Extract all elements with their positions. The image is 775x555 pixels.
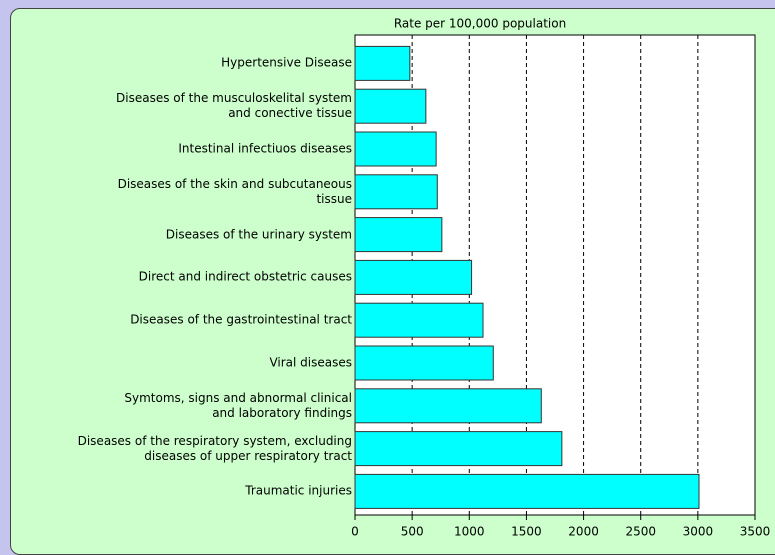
plot: Rate per 100,000 population 0 500 1000 1500… (351, 17, 771, 539)
bar (354, 473, 700, 509)
bar (354, 88, 427, 124)
y-tick-label: Diseases of the gastrointestinal tract (130, 312, 352, 327)
chart-title: Rate per 100,000 population (394, 17, 566, 31)
x-tick-label: 1000 (454, 525, 485, 539)
x-tick-label: 0 (351, 525, 359, 539)
bar (354, 388, 542, 424)
chart: Rate per 100,000 population 0 500 1000 1500… (10, 8, 775, 555)
x-tick-label: 500 (401, 525, 424, 539)
x-tick-label: 2000 (568, 525, 599, 539)
y-tick-label: Hypertensive Disease (221, 55, 352, 70)
x-tick-label: 3500 (740, 525, 771, 539)
x-tick-label: 2500 (625, 525, 656, 539)
y-tick-label: Diseases of the musculoskelital system a… (116, 91, 352, 121)
x-tick-label: 3000 (683, 525, 714, 539)
bar (354, 431, 563, 467)
y-tick-label: Direct and indirect obstetric causes (138, 269, 352, 284)
y-tick-label: Symtoms, signs and abnormal clinical and… (124, 390, 352, 420)
bar (354, 131, 437, 167)
bar (354, 302, 484, 338)
y-tick-label: Diseases of the respiratory system, excl… (77, 433, 352, 463)
x-tick-label: 1500 (511, 525, 542, 539)
y-tick-label: Diseases of the urinary system (165, 227, 352, 242)
bar (354, 259, 473, 295)
y-tick-label: Diseases of the skin and subcutaneous ti… (117, 176, 352, 206)
bar (354, 174, 438, 210)
y-tick-label: Intestinal infectiuos diseases (178, 141, 352, 156)
y-tick-label: Traumatic injuries (245, 483, 352, 498)
bar (354, 45, 411, 81)
bar (354, 217, 443, 253)
y-tick-label: Viral diseases (269, 355, 352, 370)
bar (354, 345, 494, 381)
